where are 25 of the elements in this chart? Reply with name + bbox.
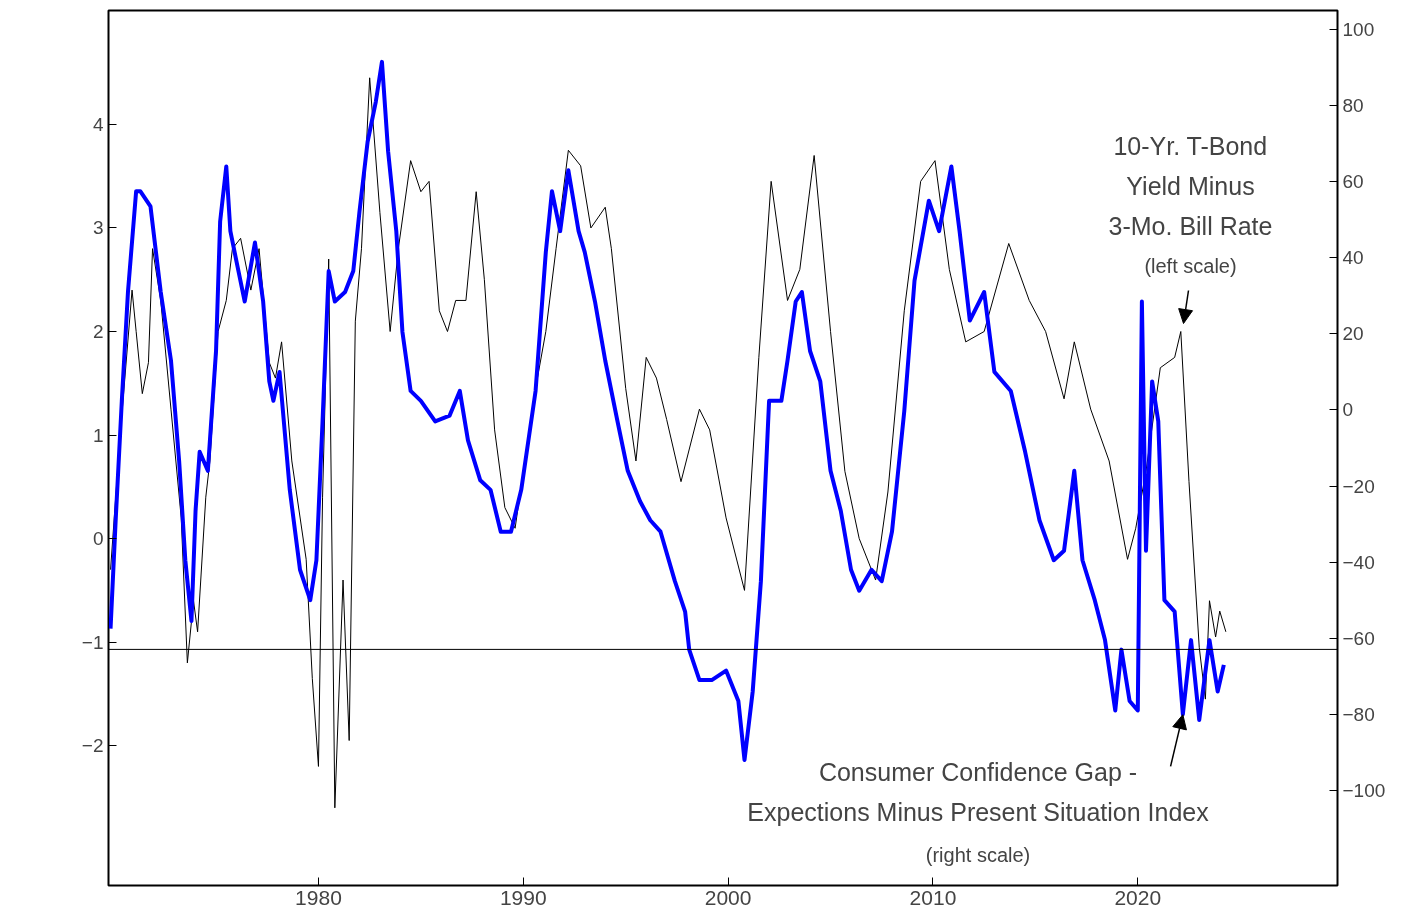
y2-tick-label: −100	[1342, 779, 1386, 801]
y2-tick-label: −60	[1342, 627, 1375, 649]
y2-tick-label: −40	[1342, 551, 1375, 573]
y-tick-label: 2	[92, 321, 104, 343]
annotation: 10-Yr. T-Bond Yield Minus 3-Mo. Bill Rate (left scale)	[1108, 131, 1273, 277]
y-tick-label: 4	[92, 113, 104, 135]
y2-tick-label: 40	[1342, 247, 1364, 269]
y-tick-label: 1	[92, 424, 104, 446]
y-tick-label: −2	[81, 735, 104, 757]
x-tick-label: 1980	[295, 885, 342, 909]
y2-tick-label: −20	[1342, 475, 1375, 497]
x-tick-label: 2010	[909, 885, 957, 909]
y2-tick-label: 80	[1342, 95, 1364, 117]
x-tick-label: 2000	[704, 885, 752, 909]
y-tick-label: 0	[92, 528, 104, 550]
y2-tick-label: −80	[1342, 703, 1375, 725]
x-tick-label: 2020	[1114, 885, 1162, 909]
y2-tick-label: 100	[1342, 19, 1375, 41]
annotation: Consumer Confidence Gap - Expections Minus Present Situation Index (right scale)	[747, 758, 1210, 867]
y2-tick-label: 20	[1342, 323, 1364, 345]
y2-tick-label: 0	[1342, 399, 1354, 421]
y-tick-label: 3	[92, 217, 104, 239]
y-tick-label: −1	[81, 631, 104, 653]
y2-tick-label: 60	[1342, 171, 1364, 193]
x-tick-label: 1990	[499, 885, 547, 909]
